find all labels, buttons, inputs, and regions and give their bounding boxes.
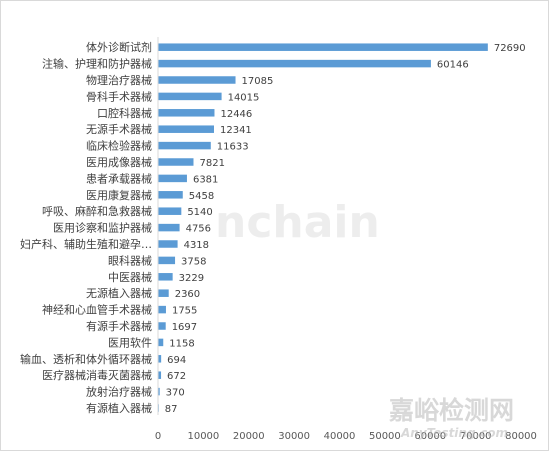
- data-label: 370: [166, 388, 185, 399]
- bar: [158, 125, 214, 133]
- data-label: 1158: [169, 338, 194, 349]
- category-label: 眼科器械: [108, 253, 152, 267]
- bar: [158, 289, 169, 297]
- bar: [158, 223, 180, 232]
- category-label: 骨科手术器械: [86, 89, 152, 103]
- x-tick-label: 80000: [505, 431, 537, 442]
- x-tick-label: 20000: [233, 431, 265, 442]
- category-label: 无源手术器械: [86, 122, 152, 136]
- data-label: 1697: [172, 322, 197, 333]
- bar: [158, 322, 166, 330]
- category-label: 医用康复器械: [86, 188, 152, 202]
- category-label: 无源植入器械: [86, 286, 152, 300]
- category-label: 医用诊察和监护器械: [53, 221, 152, 235]
- x-axis: 0 10000 20000 30000 40000 50000 60000 70000 8000…: [155, 37, 537, 442]
- data-label: 60146: [437, 60, 469, 71]
- bar: [158, 387, 160, 396]
- bar: [158, 141, 211, 150]
- x-tick-label: 30000: [278, 431, 310, 442]
- bar: [158, 256, 176, 265]
- x-tick-label: 50000: [369, 431, 401, 442]
- bar: [158, 355, 162, 363]
- category-label: 医疗器械消毒灭菌器械: [42, 368, 152, 382]
- bar: [158, 109, 215, 117]
- bar: [158, 158, 194, 166]
- data-label: 11633: [217, 142, 249, 153]
- bar: [158, 371, 162, 379]
- category-label: 输血、透析和体外循环器械: [20, 352, 152, 366]
- data-label: 5458: [189, 191, 214, 202]
- data-label: 87: [165, 404, 178, 415]
- category-label: 呼吸、麻醉和急救器械: [42, 204, 152, 218]
- chart-marks: 体外诊断试剂 72690 注输、护理和防护器械 60146 物理治疗器械 17085 骨科手…: [20, 40, 526, 415]
- data-label: 12341: [220, 125, 252, 136]
- data-label: 4318: [184, 240, 209, 251]
- bar: [158, 191, 183, 199]
- category-label: 体外诊断试剂: [86, 40, 152, 54]
- x-tick-label: 60000: [414, 431, 446, 442]
- data-label: 6381: [193, 174, 218, 185]
- category-label: 临床检验器械: [86, 139, 152, 153]
- category-label: 医用成像器械: [86, 155, 152, 169]
- data-label: 72690: [494, 43, 526, 54]
- data-label: 3229: [179, 273, 204, 284]
- category-label: 有源植入器械: [86, 401, 152, 415]
- watermark-site-name: 嘉峪检测网: [389, 396, 514, 425]
- data-label: 5140: [187, 207, 212, 218]
- bar: [158, 92, 222, 101]
- x-tick-label: 70000: [460, 431, 492, 442]
- bar: [158, 338, 164, 347]
- category-label: 医用软件: [108, 335, 152, 349]
- category-label: 有源手术器械: [86, 319, 152, 333]
- watermark-logo-text: nchain: [215, 197, 380, 248]
- data-label: 2360: [175, 289, 200, 300]
- bar: [158, 59, 431, 68]
- data-label: 4756: [186, 224, 211, 235]
- category-label: 口腔科器械: [97, 106, 152, 120]
- data-label: 3758: [181, 256, 206, 267]
- bar: [158, 240, 178, 248]
- data-label: 7821: [199, 158, 224, 169]
- category-label: 妇产科、辅助生殖和避孕…: [20, 237, 152, 251]
- bar: [158, 305, 166, 314]
- data-label: 12446: [220, 109, 252, 120]
- data-label: 14015: [228, 92, 260, 103]
- data-label: 672: [167, 371, 186, 382]
- watermark-site-url: AnyTesting.com: [400, 426, 508, 440]
- bar: [158, 76, 236, 84]
- x-tick-label: 40000: [324, 431, 356, 442]
- data-label: 1755: [172, 306, 197, 317]
- data-label: 17085: [242, 76, 274, 87]
- bar: [158, 273, 173, 281]
- x-tick-label: 0: [155, 431, 161, 442]
- category-label: 放射治疗器械: [86, 385, 152, 399]
- category-label: 注输、护理和防护器械: [42, 57, 152, 71]
- bar: [158, 43, 488, 51]
- category-label: 中医器械: [108, 270, 152, 284]
- x-tick-label: 10000: [187, 431, 219, 442]
- watermark: nchain 嘉峪检测网 AnyTesting.com: [215, 197, 514, 440]
- category-label: 患者承载器械: [86, 171, 152, 185]
- category-label: 神经和心血管手术器械: [42, 303, 152, 317]
- bar: [158, 174, 187, 183]
- bar: [158, 207, 182, 215]
- category-label: 物理治疗器械: [86, 73, 152, 87]
- data-label: 694: [167, 355, 186, 366]
